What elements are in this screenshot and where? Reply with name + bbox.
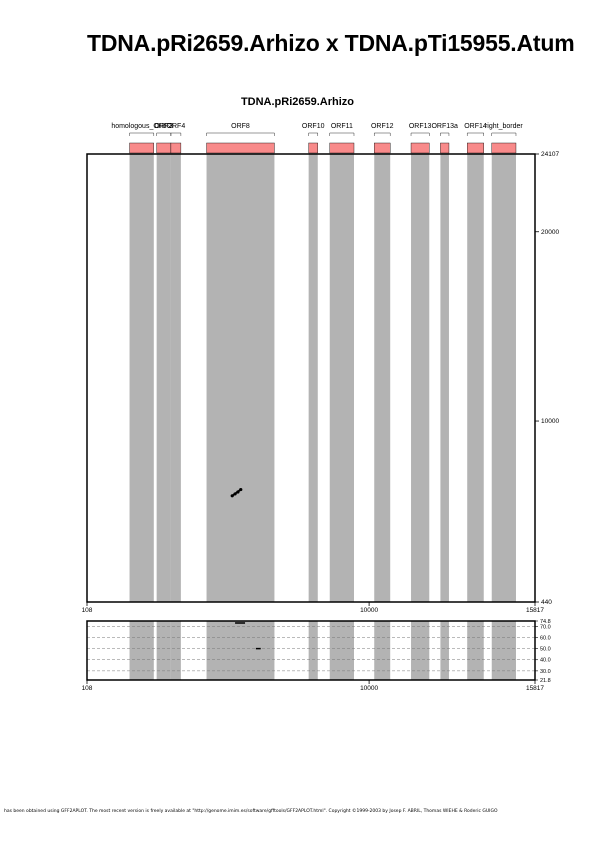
feature-label: ORF11 [331, 123, 353, 130]
sub-alignment-band [329, 621, 354, 680]
feature-label: ORF8 [231, 123, 250, 130]
feature-label: homologous_ORF2 [111, 123, 172, 130]
feature-box [467, 142, 484, 154]
feature-bracket [129, 132, 154, 136]
feature-label: ORF4 [167, 123, 186, 130]
alignment-band [491, 154, 516, 602]
feature-label: ORF13 [409, 123, 432, 130]
sub-alignment-band [206, 621, 275, 680]
alignment-band [308, 154, 318, 602]
sub-alignment-band [170, 621, 181, 680]
sub-y-tick-label: 21.8 [540, 678, 551, 684]
feature-bracket [467, 132, 484, 136]
alignment-band [329, 154, 354, 602]
feature-box [491, 142, 517, 154]
feature-label: right_border [485, 123, 523, 130]
feature-label: ORF12 [371, 123, 394, 130]
feature-bracket [329, 132, 355, 136]
feature-box [156, 142, 172, 154]
feature-bracket [374, 132, 391, 136]
feature-box [440, 142, 450, 154]
sub-y-tick-label: 60.0 [540, 635, 551, 641]
sub-alignment-band [308, 621, 318, 680]
feature-bracket [170, 132, 182, 136]
footer-credit: has been obtained using GFF2APLOT. The m… [4, 809, 498, 814]
sub-alignment-band [156, 621, 171, 680]
main-y-tick-label: 24107 [541, 151, 559, 158]
sub-plot-frame [86, 620, 536, 681]
feature-box [329, 142, 355, 154]
sub-x-tick-label: 10000 [360, 685, 378, 692]
sub-alignment-band [129, 621, 154, 680]
feature-bracket [410, 132, 430, 136]
page-title: TDNA.pRi2659.Arhizo x TDNA.pTi15955.Atum [87, 30, 575, 56]
alignment-band [129, 154, 154, 602]
sub-alignment-band [374, 621, 391, 680]
main-x-tick-label: 10000 [360, 607, 378, 614]
feature-box [129, 142, 154, 154]
main-plot-frame [86, 153, 536, 603]
feature-box [410, 142, 430, 154]
alignment-segment [231, 488, 242, 497]
alignment-band [440, 154, 449, 602]
feature-bracket [206, 132, 275, 136]
sub-y-tick-label: 70.0 [540, 624, 551, 630]
feature-box [206, 142, 275, 154]
alignment-band [467, 154, 484, 602]
feature-box [374, 142, 391, 154]
alignment-band [206, 154, 275, 602]
sub-alignment-band [467, 621, 484, 680]
feature-box [308, 142, 318, 154]
sub-y-tick-label: 74.8 [540, 619, 551, 625]
feature-bracket [308, 132, 318, 136]
main-x-tick-label: 15817 [526, 607, 544, 614]
feature-bracket [440, 132, 450, 136]
feature-label: ORF3 [154, 123, 173, 130]
alignment-band [411, 154, 430, 602]
feature-bracket [156, 132, 172, 136]
feature-label: ORF14 [464, 123, 487, 130]
sub-y-tick-label: 30.0 [540, 669, 551, 675]
sub-x-tick-label: 108 [82, 685, 93, 692]
sub-alignment-band [440, 621, 449, 680]
panel-title: TDNA.pRi2659.Arhizo [240, 96, 355, 108]
sub-y-tick-label: 40.0 [540, 658, 551, 664]
main-y-tick-label: 20000 [541, 229, 559, 236]
feature-label: ORF10 [302, 123, 325, 130]
main-y-tick-label: 440 [541, 599, 552, 606]
main-y-tick-label: 10000 [541, 418, 559, 425]
alignment-band [170, 154, 181, 602]
alignment-band [374, 154, 391, 602]
sub-alignment-band [411, 621, 430, 680]
feature-label: ORF13a [431, 123, 458, 130]
main-x-tick-label: 108 [82, 607, 93, 614]
feature-box [170, 142, 182, 154]
sub-alignment-band [491, 621, 516, 680]
sub-x-tick-label: 15817 [526, 685, 544, 692]
sub-y-tick-label: 50.0 [540, 647, 551, 653]
alignment-band [156, 154, 171, 602]
feature-bracket [491, 132, 517, 136]
